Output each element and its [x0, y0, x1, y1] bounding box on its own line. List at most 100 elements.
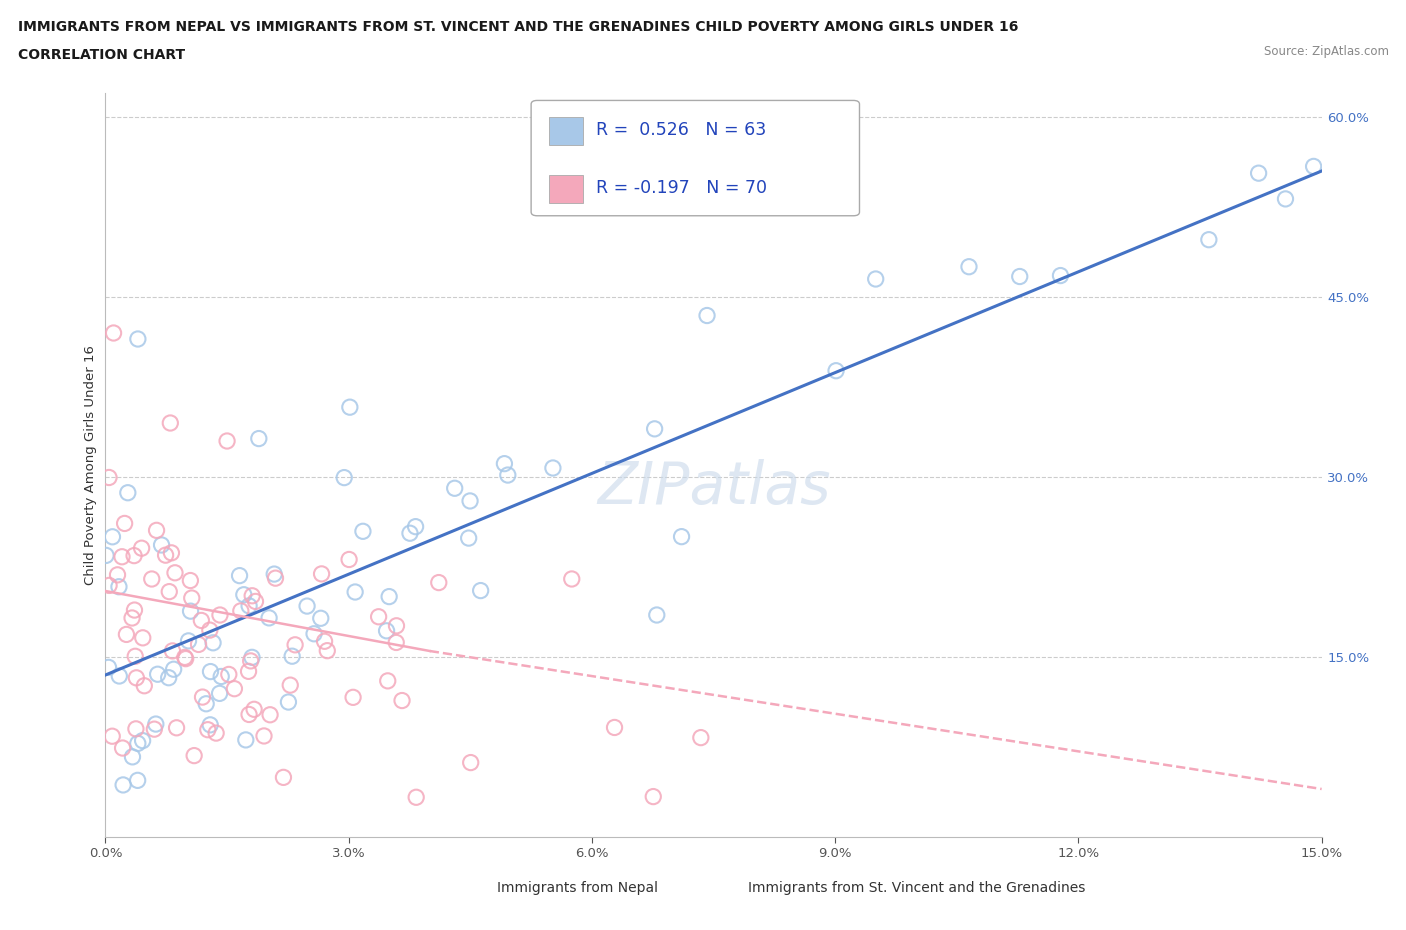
Point: [696, 308, 718, 323]
Point: [162, 644, 184, 658]
Point: [163, 565, 186, 580]
Point: [232, 588, 254, 603]
Point: [143, 722, 166, 737]
Point: [377, 673, 399, 688]
Point: [125, 671, 148, 685]
Point: [460, 755, 482, 770]
Point: [316, 644, 339, 658]
Point: [117, 485, 139, 500]
Point: [494, 457, 516, 472]
Point: [122, 548, 145, 563]
Point: [1008, 269, 1031, 284]
Point: [166, 721, 188, 736]
Point: [391, 693, 413, 708]
Point: [132, 631, 155, 645]
Point: [127, 332, 149, 347]
Point: [240, 650, 263, 665]
Point: [97, 660, 120, 675]
Point: [643, 790, 665, 804]
Point: [111, 740, 134, 755]
Bar: [550, 117, 583, 145]
Text: Source: ZipAtlas.com: Source: ZipAtlas.com: [1264, 45, 1389, 58]
Point: [277, 695, 299, 710]
Point: [131, 733, 153, 748]
Point: [352, 524, 374, 538]
Text: Immigrants from Nepal: Immigrants from Nepal: [498, 881, 658, 895]
Point: [825, 364, 848, 379]
Point: [224, 682, 246, 697]
Point: [333, 471, 356, 485]
Point: [240, 589, 263, 604]
Y-axis label: Child Poverty Among Girls Under 16: Child Poverty Among Girls Under 16: [84, 345, 97, 585]
Point: [644, 421, 666, 436]
Point: [1049, 268, 1071, 283]
Point: [865, 272, 887, 286]
Text: IMMIGRANTS FROM NEPAL VS IMMIGRANTS FROM ST. VINCENT AND THE GRENADINES CHILD PO: IMMIGRANTS FROM NEPAL VS IMMIGRANTS FROM…: [18, 20, 1019, 34]
Point: [124, 649, 146, 664]
Point: [1247, 166, 1270, 180]
Text: R =  0.526   N = 63: R = 0.526 N = 63: [596, 121, 766, 140]
Point: [239, 654, 262, 669]
Point: [405, 790, 427, 804]
Point: [1274, 192, 1296, 206]
Point: [157, 584, 180, 599]
Point: [235, 733, 257, 748]
Point: [375, 623, 398, 638]
Point: [107, 567, 129, 582]
Point: [114, 516, 136, 531]
Point: [458, 494, 481, 509]
Point: [314, 634, 336, 649]
Point: [180, 591, 202, 605]
Point: [399, 525, 422, 540]
Point: [208, 686, 231, 701]
Point: [645, 607, 668, 622]
Point: [145, 717, 167, 732]
Point: [108, 579, 131, 594]
Point: [200, 717, 222, 732]
Point: [245, 594, 267, 609]
Point: [134, 678, 156, 693]
Point: [163, 662, 186, 677]
Point: [337, 552, 360, 567]
Point: [339, 400, 361, 415]
Point: [405, 519, 427, 534]
Text: CORRELATION CHART: CORRELATION CHART: [18, 48, 186, 62]
Point: [257, 610, 280, 625]
Point: [155, 548, 177, 563]
Point: [1302, 159, 1324, 174]
Point: [253, 728, 276, 743]
Point: [209, 669, 232, 684]
Point: [385, 618, 408, 633]
Bar: [464, 877, 488, 898]
Point: [957, 259, 980, 274]
Point: [311, 566, 333, 581]
Point: [689, 730, 711, 745]
Point: [115, 627, 138, 642]
Point: [180, 604, 202, 618]
Point: [121, 750, 143, 764]
Point: [278, 678, 301, 693]
Point: [243, 702, 266, 717]
Point: [238, 707, 260, 722]
Point: [1198, 232, 1220, 247]
Point: [173, 650, 195, 665]
Point: [127, 773, 149, 788]
Point: [190, 613, 212, 628]
Point: [561, 572, 583, 587]
Point: [103, 326, 125, 340]
Point: [264, 571, 287, 586]
Point: [94, 548, 117, 563]
Point: [367, 609, 389, 624]
Point: [295, 599, 318, 614]
Point: [302, 626, 325, 641]
Point: [195, 697, 218, 711]
Point: [160, 545, 183, 560]
Point: [187, 637, 209, 652]
Text: ZIPatlas: ZIPatlas: [596, 458, 831, 516]
Point: [378, 590, 401, 604]
Point: [259, 708, 281, 723]
Point: [197, 723, 219, 737]
Point: [131, 540, 153, 555]
Point: [157, 671, 180, 685]
Point: [385, 635, 408, 650]
